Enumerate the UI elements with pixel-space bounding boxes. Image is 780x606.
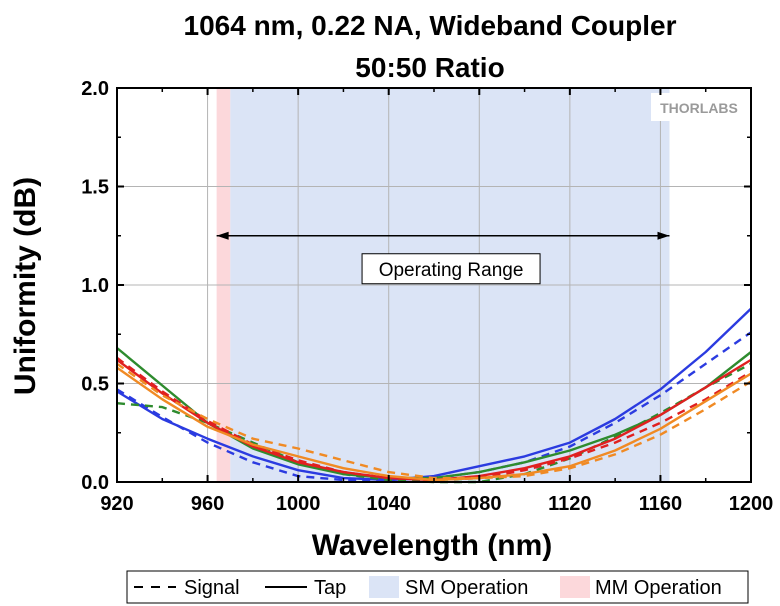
legend: Signal Tap SM Operation MM Operation [126, 570, 749, 604]
legend-label-mm-operation: MM Operation [595, 577, 722, 599]
legend-label-sm-operation: SM Operation [405, 577, 528, 599]
axis-ticks: 920 960 1000 1040 1080 1120 1160 1200 0.0 0.5 1.0 1… [81, 78, 773, 515]
y-tick-label: 2.0 [81, 78, 109, 100]
legend-label-signal: Signal [184, 577, 240, 599]
logo-text: THORLABS [660, 100, 738, 116]
x-tick-label: 920 [100, 493, 133, 515]
operating-range-annotation: Operating Range [216, 231, 670, 285]
y-axis-title: Uniformity (dB) [9, 177, 42, 395]
logo-background [651, 93, 747, 121]
x-tick-label: 1040 [366, 493, 411, 515]
legend-label-tap: Tap [314, 577, 346, 599]
y-tick-label: 1.5 [81, 177, 109, 199]
x-axis-title: Wavelength (nm) [312, 529, 553, 562]
range-label-text: Operating Range [379, 260, 524, 281]
range-arrow-left-head [216, 231, 229, 240]
y-tick-label: 0.5 [81, 374, 109, 396]
y-tick-label: 0.0 [81, 472, 109, 494]
x-tick-label: 1000 [276, 493, 321, 515]
series-line-6-dashed [116, 356, 752, 482]
x-tick-label: 1080 [457, 493, 502, 515]
legend-swatch-mm-operation [560, 576, 590, 598]
y-tick-label: 1.0 [81, 275, 109, 297]
chart-title-line1: 1064 nm, 0.22 NA, Wideband Coupler [184, 10, 677, 41]
x-tick-label: 960 [191, 493, 224, 515]
x-tick-label: 1200 [729, 493, 774, 515]
range-arrow-right-head [657, 231, 670, 240]
legend-swatch-sm-operation [369, 576, 399, 598]
range-label-box [361, 253, 541, 285]
x-tick-label: 1160 [639, 493, 682, 515]
chart-title-line2: 50:50 Ratio [355, 52, 504, 83]
legend-box [126, 570, 749, 604]
series-line-1-solid [116, 307, 752, 482]
thorlabs-logo: THORLABS [651, 93, 747, 121]
x-tick-label: 1120 [548, 493, 591, 515]
